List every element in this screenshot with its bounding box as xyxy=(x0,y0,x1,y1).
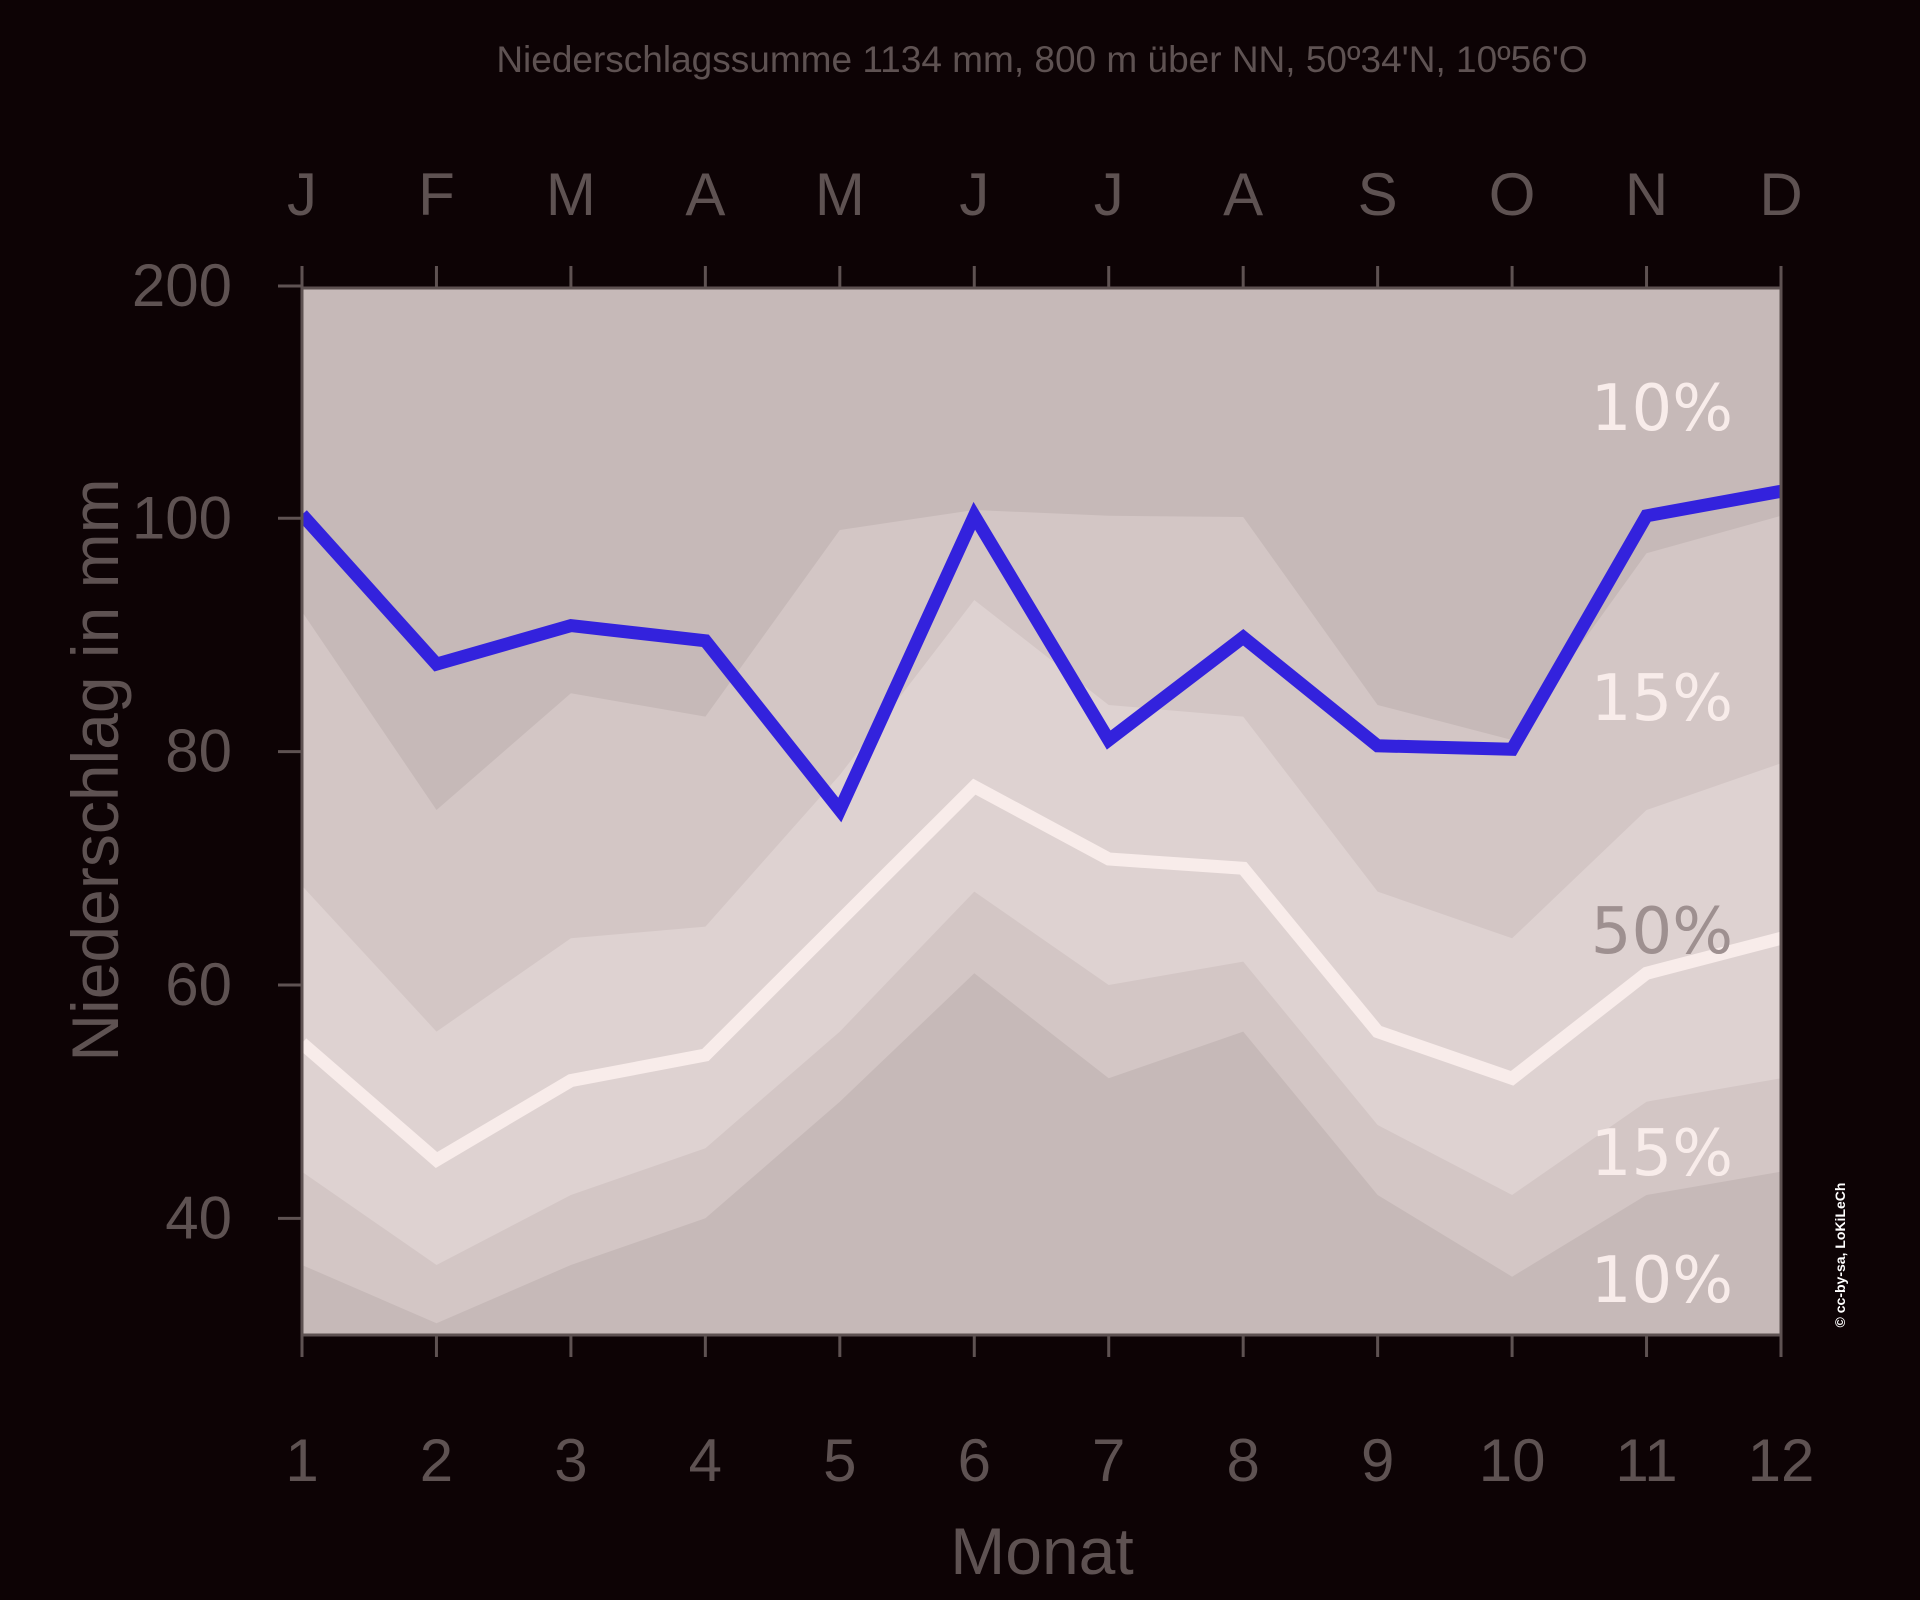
band-label-top-10: 10% xyxy=(1591,372,1733,446)
band-label-lower-15: 15% xyxy=(1591,1117,1733,1191)
x-tick-label: 6 xyxy=(958,1427,991,1494)
x-tick-label: 10 xyxy=(1479,1427,1546,1494)
chart-title: Niederschlagssumme 1134 mm, 800 m über N… xyxy=(496,39,1587,80)
month-letter: A xyxy=(685,161,725,228)
percentile-bands xyxy=(302,288,1781,1335)
series-lines xyxy=(302,484,1781,1168)
y-tick-label: 100 xyxy=(132,484,232,551)
y-axis-label: Niederschlag in mm xyxy=(58,478,132,1061)
y-tick-label: 200 xyxy=(132,252,232,319)
x-tick-label: 2 xyxy=(420,1427,453,1494)
band-label-middle-50: 50% xyxy=(1591,895,1733,969)
x-tick-label: 12 xyxy=(1748,1427,1815,1494)
y-tick-label: 60 xyxy=(165,951,232,1018)
month-letter: J xyxy=(959,161,989,228)
copyright-notice: © cc-by-sa, LoKiLeCh xyxy=(1832,1183,1848,1328)
x-tick-label: 8 xyxy=(1226,1427,1259,1494)
band-labels: 10% 15% 50% 15% 10% xyxy=(1591,372,1733,1318)
month-letter: F xyxy=(418,161,455,228)
month-letter: N xyxy=(1625,161,1668,228)
month-letter: S xyxy=(1358,161,1398,228)
band-label-bottom-10: 10% xyxy=(1591,1244,1733,1318)
month-letter: J xyxy=(287,161,317,228)
x-tick-label: 11 xyxy=(1615,1427,1677,1494)
series-line-2 xyxy=(302,778,1781,1168)
month-letter: M xyxy=(546,161,596,228)
month-letter: D xyxy=(1759,161,1802,228)
x-axis-label: Monat xyxy=(950,1514,1133,1588)
series-line-1 xyxy=(302,484,1781,823)
month-letter: M xyxy=(815,161,865,228)
x-tick-label: 5 xyxy=(823,1427,856,1494)
month-letter: J xyxy=(1094,161,1124,228)
month-letter: O xyxy=(1489,161,1536,228)
x-tick-label: 9 xyxy=(1361,1427,1394,1494)
x-tick-label: 1 xyxy=(285,1427,318,1494)
x-tick-label: 4 xyxy=(689,1427,722,1494)
y-tick-label: 80 xyxy=(165,718,232,785)
band-label-upper-15: 15% xyxy=(1591,662,1733,736)
band-25-75 xyxy=(302,600,1781,1265)
axes: J 1 F 2 M 3 A 4 M 5 J 6 J 7 A 8 S 9 O 10 N 11 D 12 40 60 80 100 200 xyxy=(132,161,1814,1494)
plot-border xyxy=(300,286,1783,1337)
x-tick-label: 3 xyxy=(554,1427,587,1494)
y-tick-label: 40 xyxy=(165,1184,232,1251)
month-letter: A xyxy=(1223,161,1263,228)
x-tick-label: 7 xyxy=(1092,1427,1125,1494)
